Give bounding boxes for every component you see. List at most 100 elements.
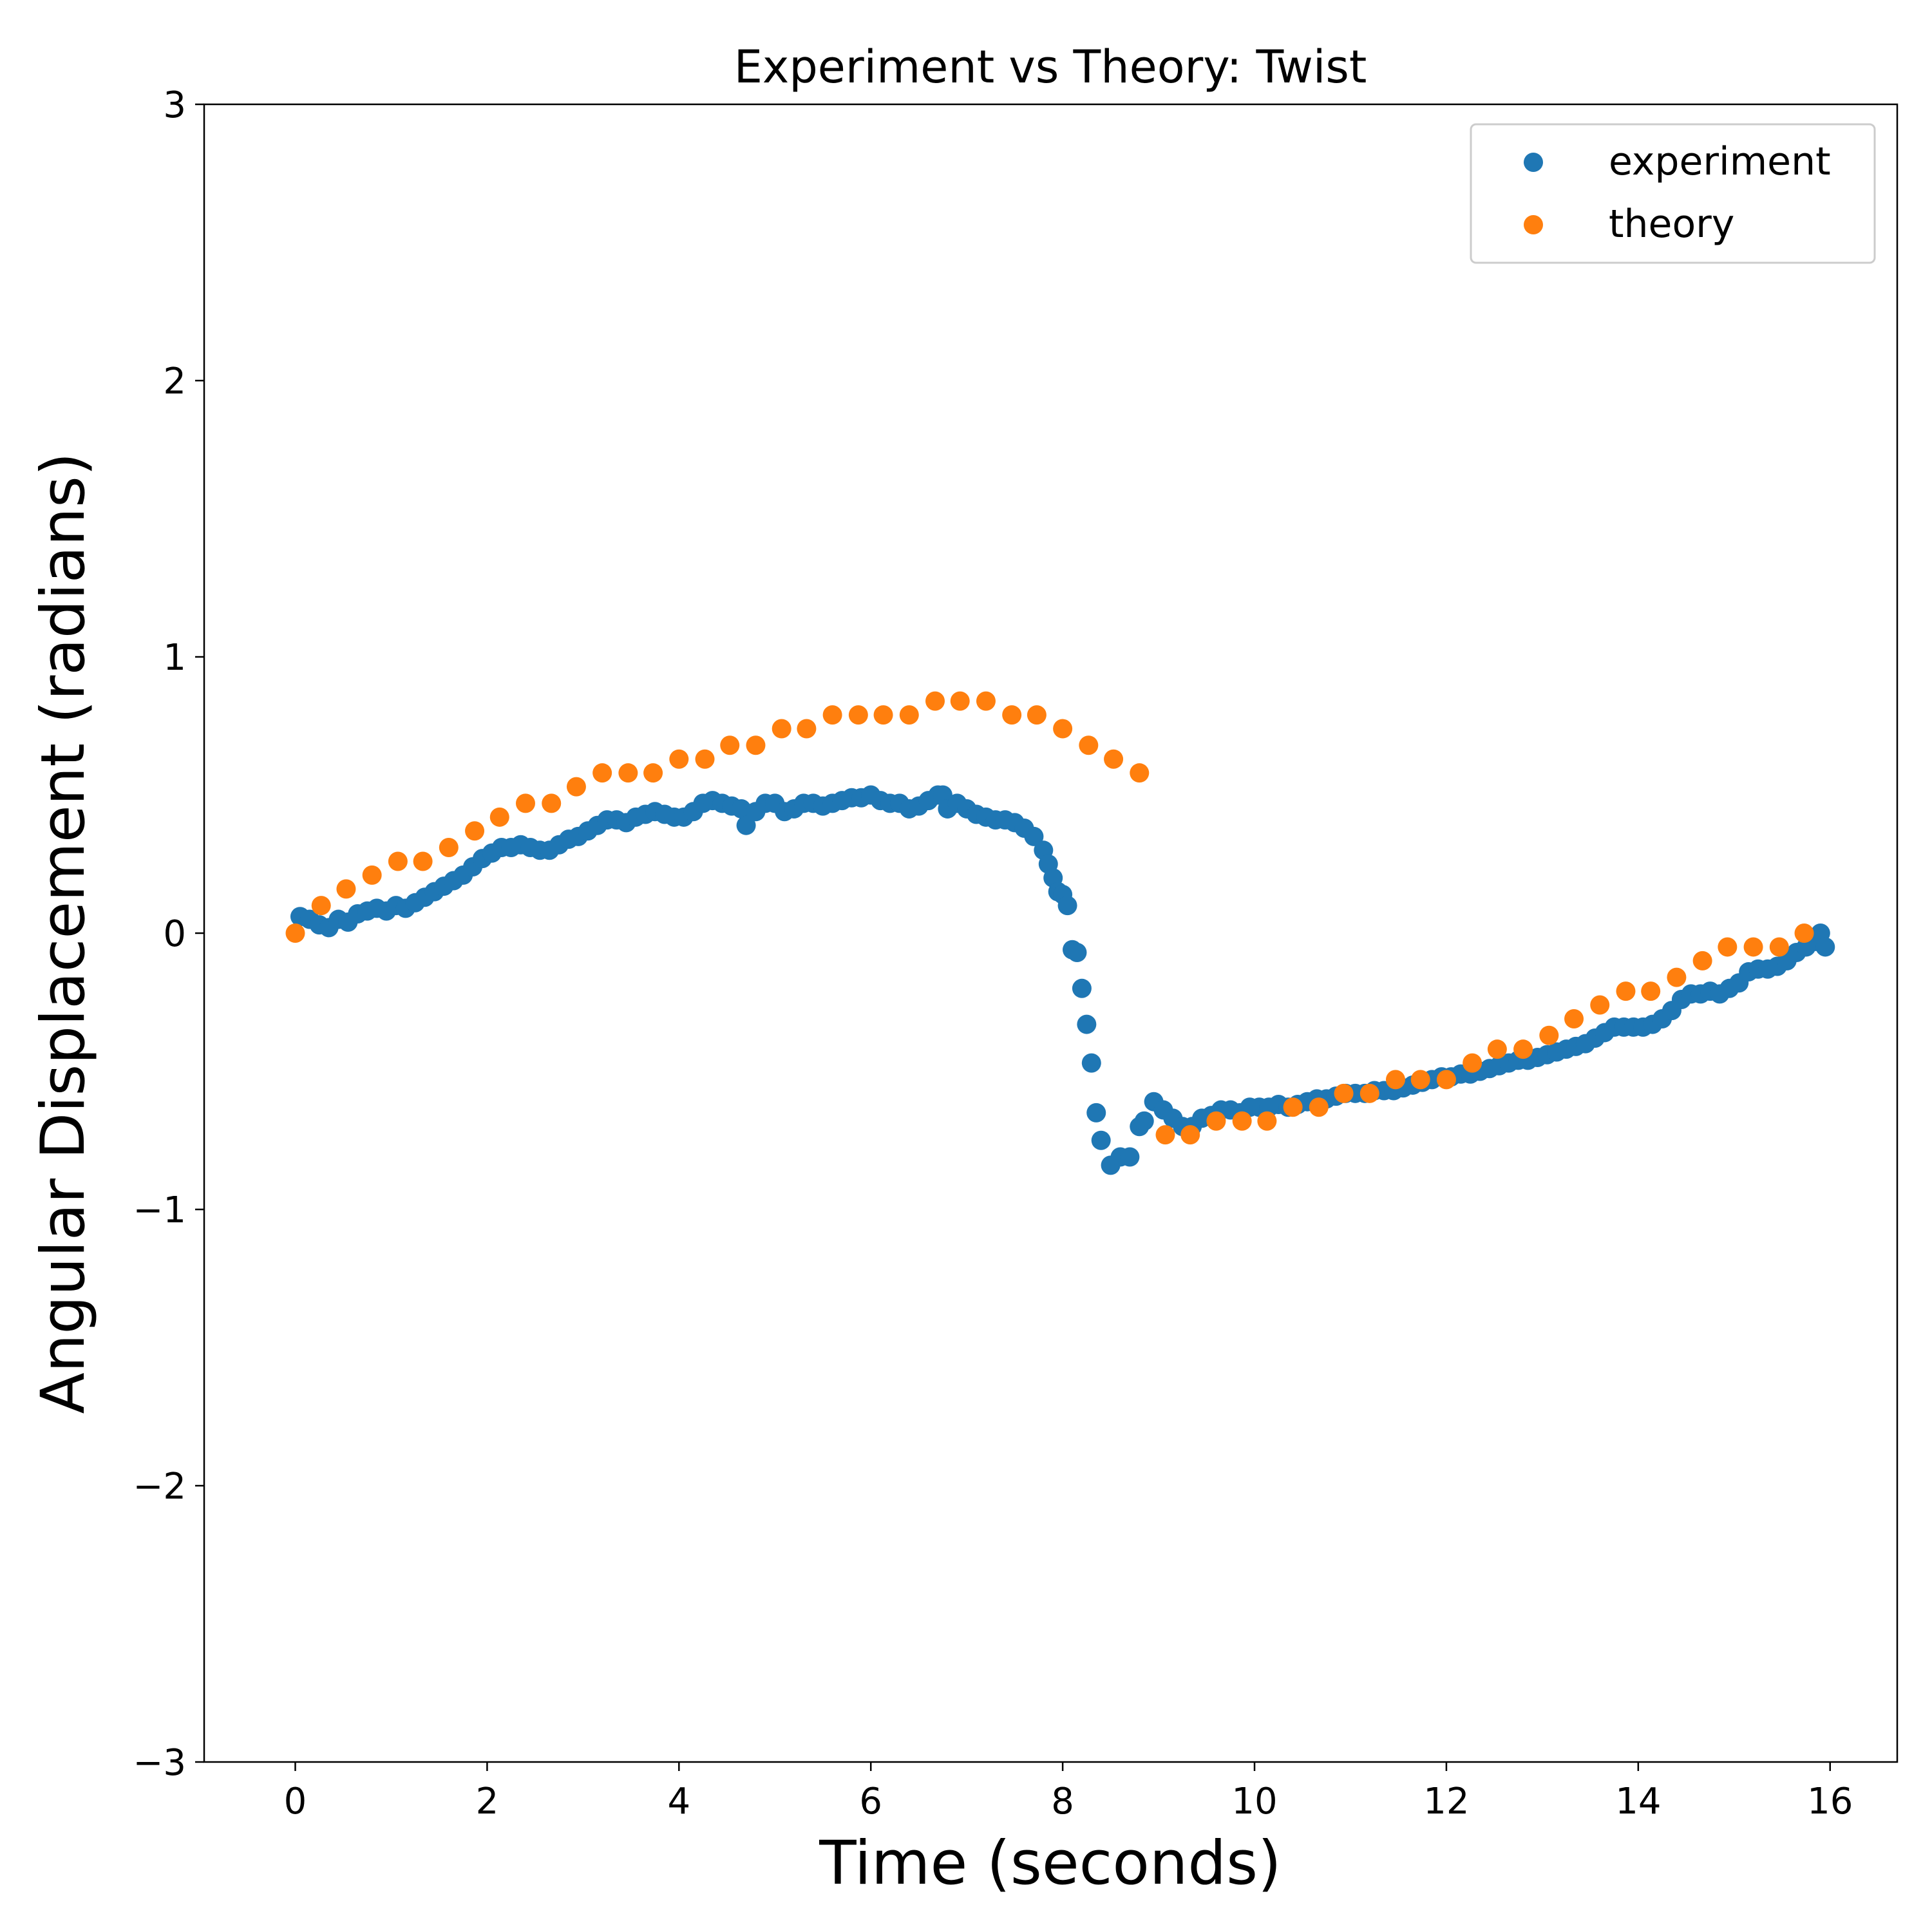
data-point-theory [1590, 995, 1610, 1015]
data-point-theory [1794, 923, 1814, 943]
data-point-experiment [1120, 1147, 1140, 1167]
series-theory [285, 691, 1814, 1145]
x-tick-label: 10 [1231, 1781, 1277, 1823]
y-tick-label: 3 [163, 84, 186, 126]
data-point-theory [822, 705, 842, 725]
data-point-theory [285, 923, 305, 943]
legend-box [1470, 123, 1876, 264]
y-tick-label: −2 [133, 1466, 186, 1508]
data-point-theory [1027, 705, 1046, 725]
data-point-theory [618, 763, 638, 783]
chart-title: Experiment vs Theory: Twist [734, 41, 1367, 93]
data-point-theory [515, 793, 535, 813]
data-point-experiment [1057, 896, 1077, 916]
x-tick-label: 0 [284, 1781, 307, 1823]
legend-marker-experiment [1524, 153, 1543, 172]
data-point-theory [439, 838, 459, 858]
data-point-theory [695, 749, 715, 769]
legend-marker-theory [1524, 215, 1543, 234]
data-point-theory [899, 705, 919, 725]
legend: experiment theory [1470, 123, 1876, 264]
data-point-theory [1206, 1111, 1226, 1131]
data-point-theory [1334, 1083, 1354, 1103]
data-point-theory [1257, 1111, 1277, 1131]
data-point-experiment [1081, 1053, 1101, 1073]
data-point-theory [311, 896, 331, 916]
data-point-theory [1616, 981, 1636, 1001]
data-point-theory [1513, 1039, 1533, 1059]
data-point-theory [1002, 705, 1022, 725]
data-point-theory [1539, 1025, 1559, 1045]
data-point-theory [1104, 749, 1124, 769]
data-point-theory [489, 807, 509, 827]
x-tick-label: 4 [667, 1781, 690, 1823]
data-point-experiment [732, 799, 752, 819]
data-point-experiment [736, 815, 756, 835]
data-point-theory [1463, 1053, 1482, 1073]
data-point-theory [1130, 763, 1150, 783]
x-tick-label: 2 [476, 1781, 499, 1823]
data-point-theory [1180, 1125, 1200, 1145]
data-point-theory [848, 705, 868, 725]
data-point-theory [772, 719, 791, 739]
x-tick-label: 16 [1807, 1781, 1853, 1823]
x-tick-label: 8 [1051, 1781, 1074, 1823]
data-point-theory [720, 735, 740, 755]
data-point-experiment [1067, 943, 1087, 963]
data-point-theory [1359, 1083, 1379, 1103]
data-point-theory [746, 735, 766, 755]
data-point-theory [1692, 951, 1712, 971]
x-tick-label: 14 [1615, 1781, 1661, 1823]
data-point-theory [797, 719, 817, 739]
data-point-theory [1079, 735, 1099, 755]
data-point-experiment [1815, 937, 1835, 957]
data-point-theory [1436, 1070, 1456, 1090]
y-tick-label: 0 [163, 913, 186, 955]
x-axis-label: Time (seconds) [819, 1828, 1281, 1899]
data-point-theory [1410, 1070, 1430, 1090]
x-axis-ticks: 0 2 4 6 8 10 12 14 16 [284, 1762, 1853, 1823]
data-point-theory [1718, 937, 1738, 957]
y-tick-label: −3 [133, 1742, 186, 1784]
data-point-theory [1385, 1070, 1405, 1090]
y-tick-label: −1 [133, 1189, 186, 1231]
data-point-experiment [1024, 826, 1044, 846]
data-point-theory [643, 763, 663, 783]
legend-label-theory: theory [1609, 202, 1734, 247]
legend-label-experiment: experiment [1609, 139, 1831, 184]
data-point-experiment [1134, 1111, 1154, 1131]
y-tick-label: 2 [163, 361, 186, 402]
data-point-theory [925, 691, 945, 711]
data-point-theory [1667, 967, 1687, 987]
data-points [285, 691, 1835, 1175]
data-point-theory [566, 777, 586, 797]
data-point-theory [873, 705, 893, 725]
data-point-experiment [1077, 1014, 1097, 1034]
data-point-experiment [1072, 978, 1092, 998]
data-point-theory [1283, 1097, 1303, 1117]
y-tick-label: 1 [163, 637, 186, 679]
data-point-theory [1155, 1125, 1175, 1145]
data-point-theory [413, 851, 433, 871]
data-point-experiment [1086, 1103, 1106, 1122]
data-point-theory [976, 691, 996, 711]
data-point-theory [1232, 1111, 1252, 1131]
plot-frame [203, 103, 1899, 1763]
data-point-theory [592, 763, 612, 783]
data-point-theory [669, 749, 689, 769]
data-point-theory [362, 865, 382, 885]
data-point-theory [1743, 937, 1763, 957]
data-point-theory [465, 821, 485, 841]
y-axis-ticks: −3 −2 −1 0 1 2 3 [133, 84, 204, 1784]
x-tick-label: 6 [859, 1781, 882, 1823]
x-tick-label: 12 [1423, 1781, 1469, 1823]
data-point-theory [542, 793, 562, 813]
data-point-theory [950, 691, 970, 711]
data-point-theory [1769, 937, 1789, 957]
data-point-experiment [1091, 1130, 1111, 1150]
data-point-theory [388, 851, 408, 871]
data-point-theory [1564, 1009, 1584, 1028]
data-point-theory [1641, 981, 1661, 1001]
